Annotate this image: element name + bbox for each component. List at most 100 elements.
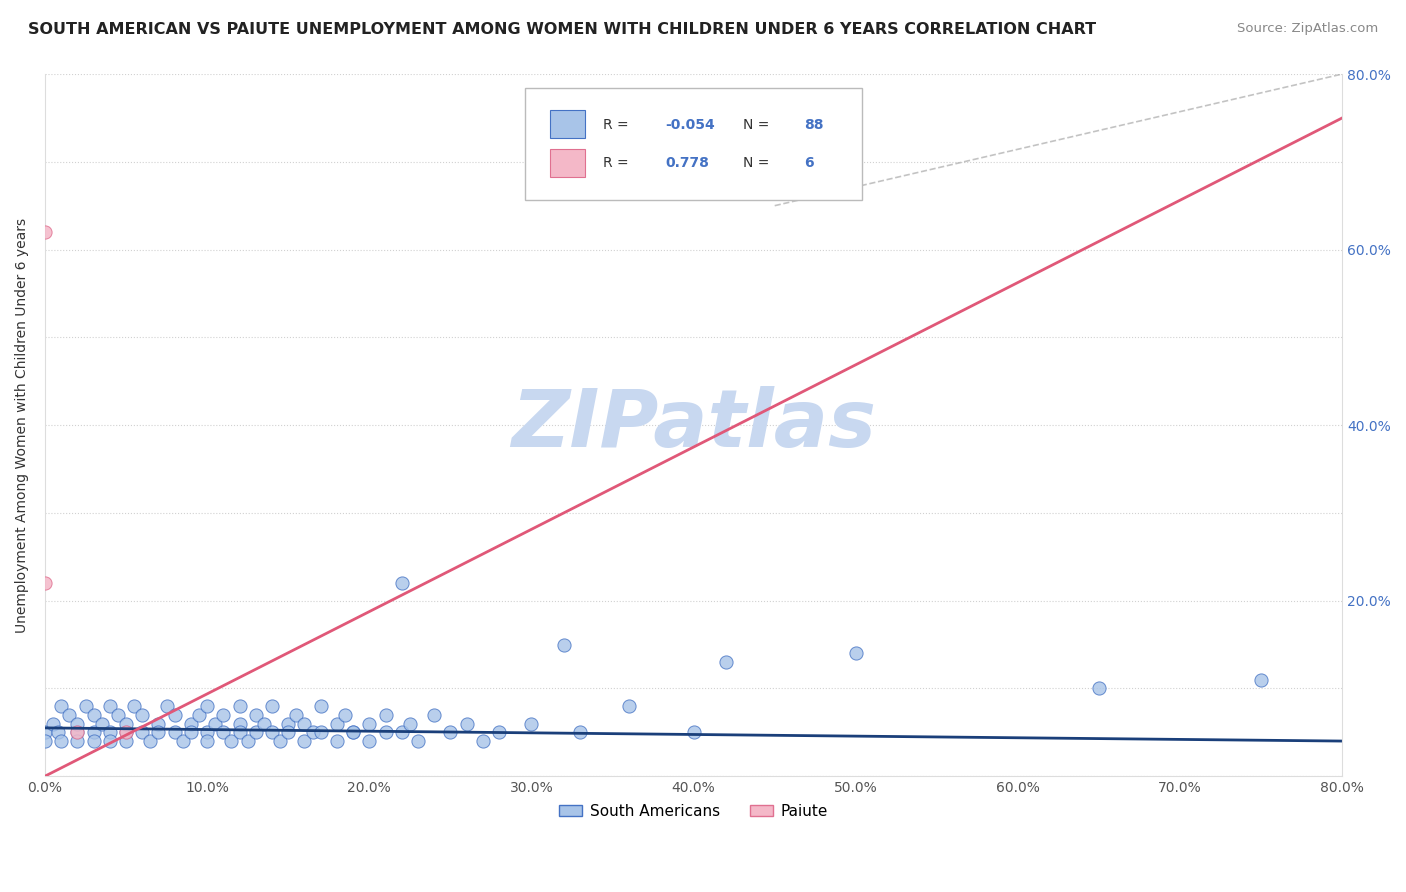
Point — [326, 716, 349, 731]
Point — [245, 707, 267, 722]
Point — [83, 725, 105, 739]
Point — [115, 716, 138, 731]
Point — [66, 734, 89, 748]
Point — [285, 707, 308, 722]
Point — [34, 225, 56, 239]
Point — [553, 638, 575, 652]
Point — [260, 725, 283, 739]
Point — [212, 707, 235, 722]
Point — [148, 725, 170, 739]
Text: N =: N = — [742, 118, 773, 132]
Point — [1088, 681, 1111, 696]
Point — [747, 172, 769, 186]
Point — [204, 716, 226, 731]
Point — [188, 707, 211, 722]
Point — [46, 725, 69, 739]
Point — [34, 725, 56, 739]
Point — [1250, 673, 1272, 687]
Text: R =: R = — [603, 118, 633, 132]
Point — [66, 716, 89, 731]
Point — [131, 707, 153, 722]
Point — [342, 725, 364, 739]
Legend: South Americans, Paiute: South Americans, Paiute — [553, 797, 834, 825]
Point — [98, 734, 121, 748]
Point — [83, 734, 105, 748]
Text: R =: R = — [603, 156, 633, 170]
Text: 6: 6 — [804, 156, 814, 170]
Point — [228, 698, 250, 713]
Point — [245, 725, 267, 739]
Point — [163, 707, 186, 722]
Point — [269, 734, 291, 748]
Point — [163, 725, 186, 739]
Point — [309, 725, 332, 739]
Point — [277, 716, 299, 731]
Point — [682, 725, 704, 739]
Point — [115, 725, 138, 739]
Point — [34, 734, 56, 748]
Text: SOUTH AMERICAN VS PAIUTE UNEMPLOYMENT AMONG WOMEN WITH CHILDREN UNDER 6 YEARS CO: SOUTH AMERICAN VS PAIUTE UNEMPLOYMENT AM… — [28, 22, 1097, 37]
Point — [569, 725, 592, 739]
Point — [374, 707, 396, 722]
Point — [359, 734, 381, 748]
Text: ZIPatlas: ZIPatlas — [512, 386, 876, 464]
Point — [221, 734, 243, 748]
Text: 88: 88 — [804, 118, 824, 132]
Point — [228, 716, 250, 731]
Text: -0.054: -0.054 — [665, 118, 714, 132]
FancyBboxPatch shape — [550, 111, 585, 138]
Point — [488, 725, 510, 739]
Point — [98, 725, 121, 739]
Point — [714, 655, 737, 669]
Point — [301, 725, 323, 739]
Point — [391, 576, 413, 591]
FancyBboxPatch shape — [550, 149, 585, 177]
Point — [115, 725, 138, 739]
Text: 0.778: 0.778 — [665, 156, 709, 170]
Point — [406, 734, 429, 748]
Point — [51, 734, 73, 748]
Point — [520, 716, 543, 731]
Point — [813, 154, 835, 169]
Point — [115, 734, 138, 748]
Point — [845, 646, 868, 660]
Point — [98, 698, 121, 713]
Point — [260, 698, 283, 713]
Point — [326, 734, 349, 748]
Point — [131, 725, 153, 739]
Point — [374, 725, 396, 739]
Point — [172, 734, 194, 748]
Point — [34, 576, 56, 591]
Point — [294, 734, 316, 748]
Point — [148, 716, 170, 731]
Point — [309, 698, 332, 713]
Point — [253, 716, 276, 731]
Point — [277, 725, 299, 739]
Point — [617, 698, 640, 713]
Point — [122, 698, 145, 713]
Point — [342, 725, 364, 739]
Point — [75, 698, 97, 713]
Point — [195, 698, 218, 713]
Point — [423, 707, 446, 722]
Point — [212, 725, 235, 739]
Point — [359, 716, 381, 731]
Point — [195, 734, 218, 748]
Point — [42, 716, 65, 731]
Point — [398, 716, 420, 731]
Point — [51, 698, 73, 713]
Point — [228, 725, 250, 739]
Text: Source: ZipAtlas.com: Source: ZipAtlas.com — [1237, 22, 1378, 36]
Point — [471, 734, 494, 748]
Y-axis label: Unemployment Among Women with Children Under 6 years: Unemployment Among Women with Children U… — [15, 218, 30, 632]
Point — [236, 734, 259, 748]
Point — [439, 725, 461, 739]
Point — [294, 716, 316, 731]
Point — [456, 716, 478, 731]
Point — [155, 698, 177, 713]
Text: N =: N = — [742, 156, 773, 170]
Point — [66, 725, 89, 739]
Point — [195, 725, 218, 739]
Point — [83, 707, 105, 722]
Point — [391, 725, 413, 739]
